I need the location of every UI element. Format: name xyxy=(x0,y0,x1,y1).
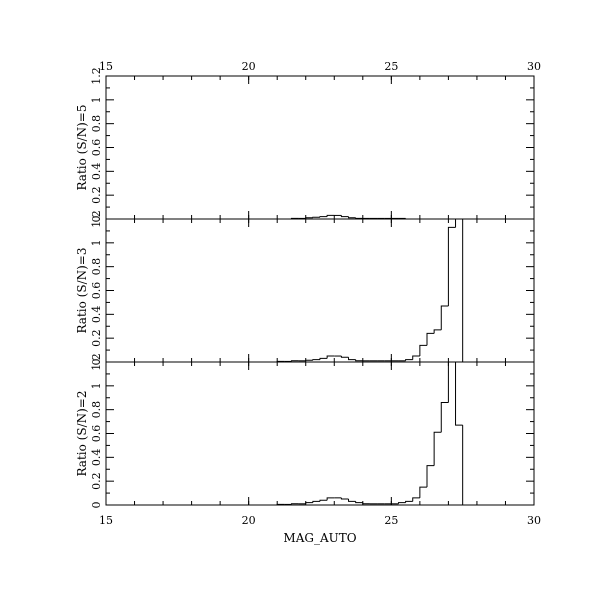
histogram-step xyxy=(412,355,420,360)
histogram-step xyxy=(305,359,313,361)
histogram-step xyxy=(419,344,427,357)
histogram-step xyxy=(405,500,413,503)
x-axis-label: MAG_AUTO xyxy=(283,531,356,545)
histogram-step xyxy=(326,355,335,359)
y-axis-label: Ratio (S/N)=3 xyxy=(75,248,89,334)
y-tick-label: 0.2 xyxy=(90,186,103,204)
histogram-step xyxy=(348,216,356,219)
histogram-step xyxy=(319,357,328,360)
histogram-step xyxy=(447,226,456,306)
histogram-step xyxy=(397,502,406,504)
y-tick-label: 0.8 xyxy=(90,115,103,132)
histogram-step xyxy=(319,499,328,502)
histogram-step xyxy=(440,305,449,330)
y-tick-label: 0.4 xyxy=(90,306,103,324)
x-tick-label: 30 xyxy=(527,514,541,527)
frame xyxy=(105,218,535,363)
histogram-step xyxy=(312,216,320,218)
y-tick-label: 1 xyxy=(90,96,103,103)
histogram-step xyxy=(362,502,370,505)
y-tick-label: 0.6 xyxy=(90,425,103,443)
histogram-step xyxy=(455,362,463,426)
histogram-step xyxy=(419,486,427,498)
y-tick-label: 0 xyxy=(90,216,103,223)
plot xyxy=(270,214,470,219)
x-tick-label: 20 xyxy=(242,514,256,527)
histogram-step xyxy=(462,425,470,505)
y-tick-label: 1.2 xyxy=(90,353,103,371)
y-tick-label: 0.2 xyxy=(90,329,103,347)
y-tick-label: 1.2 xyxy=(90,67,103,85)
histogram-step xyxy=(348,357,356,361)
histogram-step xyxy=(426,465,435,488)
histogram-step xyxy=(405,359,413,361)
y-tick-label: 0.6 xyxy=(90,282,103,300)
y-tick-label: 1 xyxy=(90,382,103,389)
y-tick-label: 0.8 xyxy=(90,258,103,276)
x-tick-label: 20 xyxy=(242,60,256,73)
y-tick-label: 0.6 xyxy=(90,139,103,157)
y-axis-label: Ratio (S/N)=2 xyxy=(75,391,89,477)
y-axis-label: Ratio (S/N)=5 xyxy=(75,105,89,191)
y-tick-label: 1 xyxy=(90,239,103,246)
y-tick-label: 0 xyxy=(90,359,103,366)
histogram-step xyxy=(340,356,349,358)
histogram-step xyxy=(348,499,356,502)
histogram-step xyxy=(290,503,299,505)
histogram-step xyxy=(355,217,363,219)
x-tick-label: 30 xyxy=(527,60,541,73)
histogram-step xyxy=(340,215,349,218)
histogram-step xyxy=(340,497,349,500)
histogram-step xyxy=(433,431,442,466)
histogram-step xyxy=(312,359,320,361)
histogram-step xyxy=(455,219,457,228)
histogram-step xyxy=(462,219,470,362)
y-tick-label: 0.4 xyxy=(90,449,103,467)
plot xyxy=(270,219,470,362)
histogram-step xyxy=(447,362,449,403)
x-tick-label: 15 xyxy=(99,514,113,527)
histogram-step xyxy=(305,502,313,504)
y-tick-label: 0 xyxy=(90,502,103,509)
histogram-step xyxy=(355,359,363,362)
histogram-step xyxy=(326,214,335,217)
x-tick-label: 25 xyxy=(384,514,398,527)
frame xyxy=(105,75,535,220)
x-tick-label: 15 xyxy=(99,60,113,73)
frame xyxy=(105,361,535,506)
histogram-step xyxy=(412,497,420,502)
histogram-step xyxy=(355,501,363,504)
histogram-step xyxy=(312,500,320,503)
histogram-step xyxy=(426,332,435,346)
y-tick-label: 0.8 xyxy=(90,401,103,419)
y-tick-label: 0.2 xyxy=(90,472,103,490)
y-tick-label: 1.2 xyxy=(90,210,103,228)
x-tick-label: 25 xyxy=(384,60,398,73)
histogram-step xyxy=(440,402,449,433)
histogram-step xyxy=(433,329,442,334)
histogram-step xyxy=(305,217,313,219)
histogram-step xyxy=(326,497,335,501)
histogram-step xyxy=(319,216,328,218)
histogram-step xyxy=(290,360,299,362)
y-tick-label: 0.4 xyxy=(90,163,103,181)
plot xyxy=(270,362,470,505)
